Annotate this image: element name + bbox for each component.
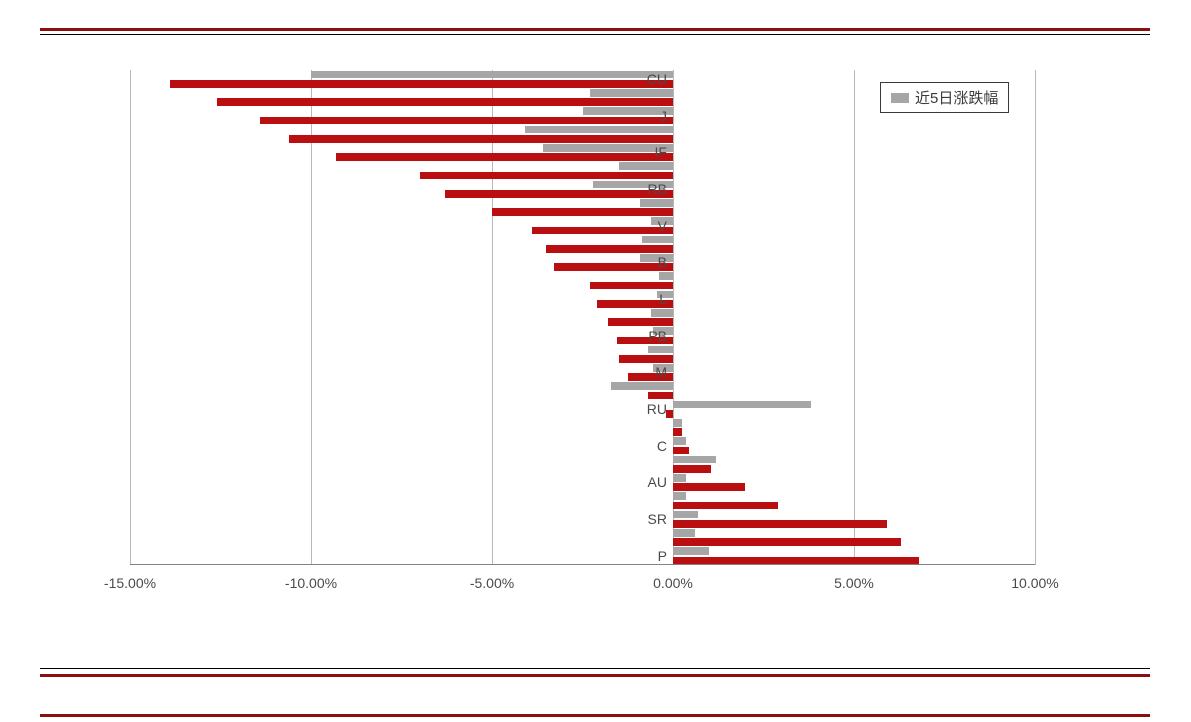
bar-series-red (260, 117, 673, 125)
bar-row (130, 455, 1035, 473)
category-label: PB (648, 328, 667, 344)
bar-row: C (130, 437, 1035, 455)
x-tick-label: 10.00% (1011, 575, 1058, 591)
x-tick-label: -10.00% (285, 575, 337, 591)
bar-row: RB (130, 180, 1035, 198)
bar-series-red (445, 190, 673, 198)
bar-row (130, 235, 1035, 253)
bar-row: AU (130, 473, 1035, 491)
bar-row (130, 308, 1035, 326)
x-tick-label: 0.00% (653, 575, 693, 591)
category-label: V (658, 218, 667, 234)
bar-series-red (673, 538, 901, 546)
category-label: CU (647, 71, 667, 87)
bar-series-red (554, 263, 673, 271)
bar-5day-change (659, 272, 673, 280)
bar-series-red (289, 135, 673, 143)
x-tick-label: -5.00% (470, 575, 514, 591)
category-label: RB (648, 181, 667, 197)
bar-row (130, 382, 1035, 400)
bar-series-red (170, 80, 673, 88)
bar-5day-change (673, 419, 682, 427)
bar-5day-change (642, 236, 673, 244)
bar-5day-change (525, 126, 673, 134)
category-label: AU (648, 474, 667, 490)
category-label: B (658, 254, 667, 270)
x-tick-label: -15.00% (104, 575, 156, 591)
category-label: RU (647, 401, 667, 417)
bar-series-red (532, 227, 673, 235)
bar-5day-change (543, 144, 673, 152)
bar-series-red (608, 318, 673, 326)
bar-row (130, 418, 1035, 436)
bar-row: M (130, 363, 1035, 381)
legend: 近5日涨跌幅 (880, 82, 1009, 113)
bar-5day-change (311, 71, 673, 79)
bar-series-red (673, 520, 887, 528)
bar-5day-change (673, 547, 709, 555)
bar-5day-change (640, 199, 673, 207)
category-label: M (655, 364, 667, 380)
bar-row: L (130, 290, 1035, 308)
bar-row (130, 528, 1035, 546)
bar-series-red (673, 465, 711, 473)
category-label: IF (655, 144, 667, 160)
bar-row (130, 492, 1035, 510)
price-change-bar-chart: CU J IF RB V B L PB M RU C AU SR P 近5日涨跌幅 -15.00% -10.00… (80, 55, 1140, 655)
bar-5day-change (651, 309, 673, 317)
bar-series-red (590, 282, 673, 290)
bar-row (130, 162, 1035, 180)
frame-rule (40, 674, 1150, 677)
bar-5day-change (673, 437, 686, 445)
plot-border (1035, 70, 1036, 565)
bar-series-red (648, 392, 673, 400)
bar-series-red (217, 98, 673, 106)
frame-rule (40, 34, 1150, 35)
bar-series-red (492, 208, 673, 216)
category-label: J (660, 108, 667, 124)
bar-5day-change (590, 89, 673, 97)
bar-row: SR (130, 510, 1035, 528)
bar-row: V (130, 217, 1035, 235)
bar-series-red (673, 502, 778, 510)
bar-series-red (673, 483, 745, 491)
bar-row (130, 198, 1035, 216)
category-label: P (658, 548, 667, 564)
bar-5day-change (673, 401, 811, 409)
bar-series-red (619, 355, 673, 363)
category-label: C (657, 438, 667, 454)
bar-series-red (673, 428, 682, 436)
bar-series-red (336, 153, 673, 161)
category-label: SR (648, 511, 667, 527)
x-tick-label: 5.00% (834, 575, 874, 591)
frame-rule (40, 714, 1150, 717)
legend-swatch-icon (891, 93, 909, 103)
bar-row: RU (130, 400, 1035, 418)
bar-5day-change (673, 474, 686, 482)
bar-5day-change (673, 511, 698, 519)
bar-series-red (420, 172, 673, 180)
bar-row: P (130, 547, 1035, 565)
bar-row (130, 345, 1035, 363)
frame-rule (40, 28, 1150, 31)
bar-5day-change (648, 346, 673, 354)
plot-area: CU J IF RB V B L PB M RU C AU SR P 近5日涨跌幅 (130, 70, 1035, 565)
frame-rule (40, 668, 1150, 669)
bar-5day-change (611, 382, 673, 390)
bar-row (130, 272, 1035, 290)
bar-row: IF (130, 143, 1035, 161)
bar-series-red (546, 245, 673, 253)
bar-5day-change (673, 492, 686, 500)
bar-5day-change (673, 456, 716, 464)
bar-row: B (130, 253, 1035, 271)
bar-series-red (673, 557, 919, 565)
bar-row: PB (130, 327, 1035, 345)
bar-row (130, 125, 1035, 143)
legend-label: 近5日涨跌幅 (915, 87, 998, 108)
bar-series-red (673, 447, 689, 455)
bar-5day-change (673, 529, 695, 537)
category-label: L (659, 291, 667, 307)
bar-5day-change (619, 162, 673, 170)
